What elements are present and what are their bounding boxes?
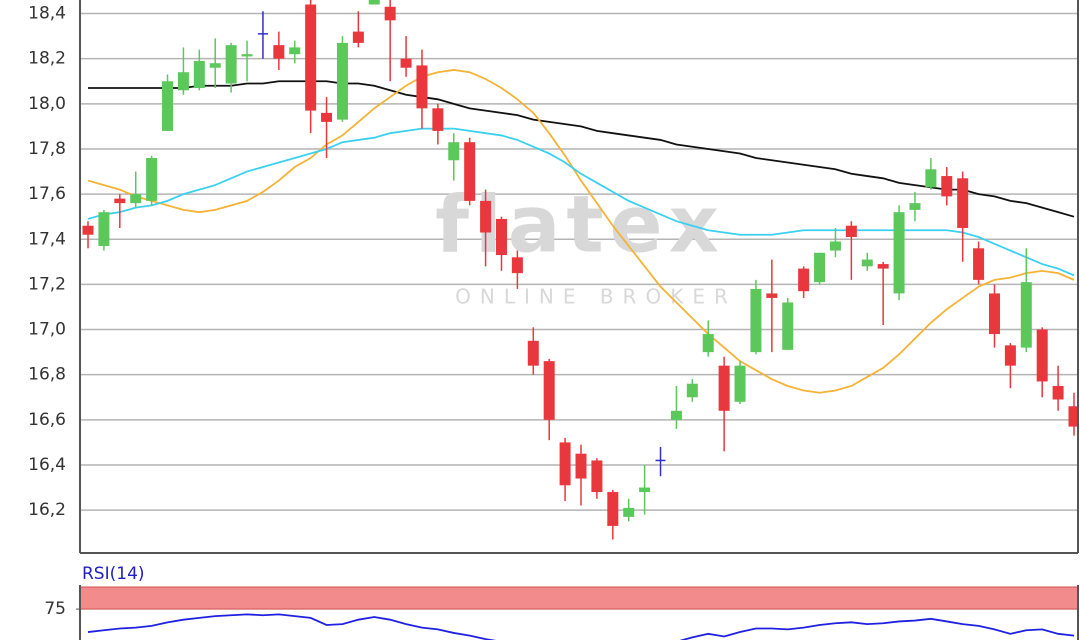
candle-body bbox=[686, 383, 698, 398]
candle-body bbox=[289, 47, 301, 55]
candle-body bbox=[225, 45, 237, 84]
candle-body bbox=[1036, 329, 1048, 382]
y-tick-label: 18,0 bbox=[28, 94, 66, 114]
candle-body bbox=[368, 0, 380, 5]
moving-average-line bbox=[88, 80, 1075, 218]
candle-body bbox=[480, 200, 492, 233]
rsi-panel: RSI(14) 75 bbox=[44, 564, 1079, 640]
moving-average-line bbox=[87, 69, 1075, 394]
candle-body bbox=[241, 54, 253, 57]
candle-body bbox=[766, 293, 778, 298]
candle-body bbox=[988, 293, 1000, 335]
y-tick-label: 17,2 bbox=[28, 274, 66, 294]
candle-body bbox=[384, 6, 396, 21]
y-tick-label: 18,2 bbox=[28, 49, 66, 69]
candle-body bbox=[177, 72, 189, 91]
candle-body bbox=[416, 65, 428, 109]
candle-body bbox=[861, 259, 873, 267]
candle-body bbox=[814, 252, 826, 283]
candle-body bbox=[1020, 282, 1032, 348]
rsi-lines bbox=[87, 613, 1075, 640]
rsi-line bbox=[87, 613, 1075, 640]
y-tick-label: 16,6 bbox=[28, 410, 66, 430]
candle-body bbox=[559, 442, 571, 486]
candle-body bbox=[893, 212, 905, 294]
candle-body bbox=[98, 212, 110, 247]
watermark-subtitle: ONLINE BROKER bbox=[455, 285, 737, 309]
y-tick-label: 16,8 bbox=[28, 365, 66, 385]
candle-body bbox=[845, 225, 857, 237]
candle-body bbox=[193, 60, 205, 89]
candles bbox=[82, 0, 1078, 540]
watermark: flatex bbox=[435, 180, 725, 270]
candle-body bbox=[352, 31, 364, 43]
candle-body bbox=[527, 340, 539, 366]
candle-body bbox=[623, 507, 635, 517]
candle-body bbox=[734, 365, 746, 402]
candle-body bbox=[798, 268, 810, 292]
candle-body bbox=[273, 45, 285, 59]
price-panel: 16,2 16,4 16,6 16,8 17,0 17,2 17,4 17,6 17,8 18,0… bbox=[28, 0, 1079, 554]
candle-body bbox=[82, 225, 94, 235]
overbought-band bbox=[79, 586, 1079, 610]
rsi-title: RSI(14) bbox=[82, 564, 145, 584]
candle-body bbox=[1052, 385, 1064, 400]
y-tick-label: 75 bbox=[44, 599, 66, 619]
candle-body bbox=[639, 487, 651, 493]
candle-body bbox=[209, 63, 221, 68]
candle-body bbox=[321, 112, 333, 122]
candle-body bbox=[146, 158, 158, 201]
candle-body bbox=[591, 460, 603, 493]
y-tick-label: 17,6 bbox=[28, 184, 66, 204]
candle-body bbox=[464, 142, 476, 201]
candle-body bbox=[114, 198, 126, 204]
candle-body bbox=[782, 302, 794, 350]
candle-body bbox=[432, 108, 444, 131]
y-tick-label: 16,2 bbox=[28, 500, 66, 520]
candle-body bbox=[543, 361, 555, 420]
y-tick-label: 17,8 bbox=[28, 139, 66, 159]
candle-body bbox=[575, 453, 587, 479]
y-tick-label: 18,4 bbox=[28, 4, 66, 24]
candle-body bbox=[925, 169, 937, 188]
candle-body bbox=[750, 288, 762, 353]
candle-body bbox=[511, 257, 523, 274]
candle-body bbox=[305, 4, 317, 111]
candle-body bbox=[495, 218, 507, 256]
candle-body bbox=[162, 81, 174, 131]
candle-body bbox=[130, 194, 142, 204]
candle-body bbox=[829, 241, 841, 251]
candle-body bbox=[941, 176, 953, 197]
y-tick-label: 16,4 bbox=[28, 455, 66, 475]
moving-average-line bbox=[87, 127, 1075, 277]
candle-body bbox=[909, 203, 921, 210]
candle-body bbox=[1068, 406, 1078, 427]
candle-body bbox=[718, 365, 730, 411]
candle-body bbox=[973, 248, 985, 280]
candle-body bbox=[877, 264, 889, 269]
candle-body bbox=[336, 42, 348, 120]
candle-body bbox=[670, 410, 682, 420]
candle-body bbox=[957, 178, 969, 228]
candle-body bbox=[448, 142, 460, 161]
candle-body bbox=[400, 58, 412, 68]
y-tick-label: 17,0 bbox=[28, 320, 66, 340]
y-tick-label: 17,4 bbox=[28, 229, 66, 249]
candle-body bbox=[607, 492, 619, 526]
candle-body bbox=[702, 334, 714, 353]
candle-body bbox=[1004, 345, 1016, 366]
